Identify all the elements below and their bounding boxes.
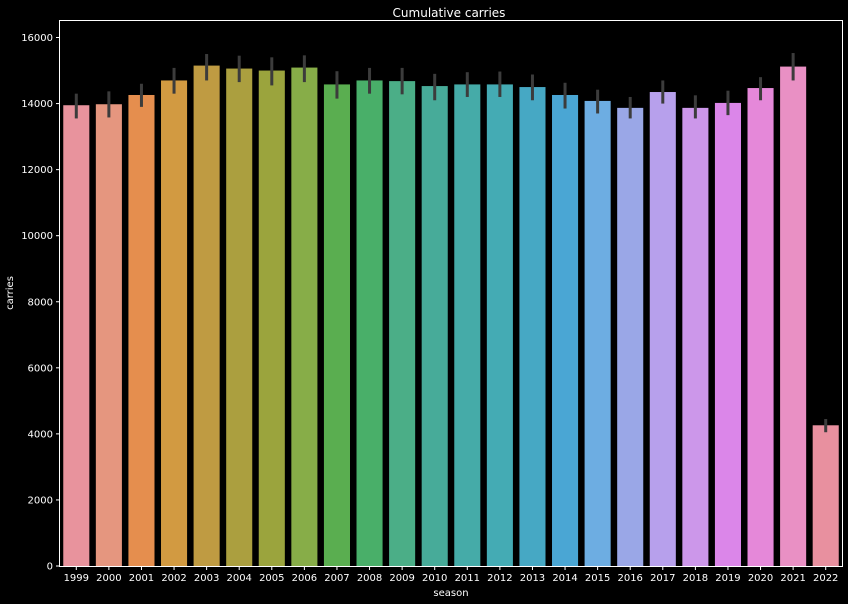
bar-2017 [649, 92, 676, 567]
x-tick-label: 2021 [780, 573, 805, 584]
x-tick-label: 2007 [324, 573, 349, 584]
bar-2021 [780, 66, 807, 566]
x-tick-label: 2019 [715, 573, 740, 584]
x-tick-label: 2022 [813, 573, 838, 584]
bar-1999 [63, 105, 90, 566]
bar-2012 [486, 84, 513, 567]
bar-2013 [519, 87, 546, 566]
y-tick-label: 0 [47, 562, 53, 573]
y-axis-label: carries [5, 276, 16, 310]
bars-group [63, 65, 839, 567]
bar-2014 [552, 94, 579, 567]
bar-2000 [95, 104, 122, 567]
x-tick-label: 2015 [585, 573, 610, 584]
bar-2018 [682, 107, 709, 567]
x-tick-label: 2001 [129, 573, 154, 584]
x-tick-label: 2017 [650, 573, 675, 584]
y-tick-label: 6000 [28, 363, 53, 374]
bar-2022 [812, 425, 839, 566]
y-tick-label: 2000 [28, 495, 53, 506]
bar-2009 [389, 81, 416, 567]
y-tick-label: 10000 [21, 231, 53, 242]
bar-2006 [291, 67, 318, 566]
bar-2010 [421, 86, 448, 566]
x-tick-label: 2013 [520, 573, 545, 584]
y-tick-label: 12000 [21, 165, 53, 176]
x-axis-label: season [433, 588, 468, 599]
x-tick-label: 2002 [161, 573, 186, 584]
bar-2015 [584, 100, 611, 567]
bar-2001 [128, 94, 155, 567]
chart-title: Cumulative carries [393, 6, 506, 20]
bar-2011 [454, 84, 481, 567]
bar-2002 [161, 80, 188, 566]
x-tick-label: 2020 [748, 573, 773, 584]
x-tick-label: 2012 [487, 573, 512, 584]
y-tick-label: 16000 [21, 33, 53, 44]
x-tick-label: 2010 [422, 573, 447, 584]
y-tick-label: 14000 [21, 99, 53, 110]
x-tick-label: 2006 [292, 573, 317, 584]
x-tick-label: 2008 [357, 573, 382, 584]
x-tick-label: 2018 [683, 573, 708, 584]
x-tick-label: 2014 [552, 573, 577, 584]
y-tick-label: 4000 [28, 429, 53, 440]
bar-2004 [226, 68, 253, 566]
x-tick-label: 2009 [389, 573, 414, 584]
x-tick-label: 2003 [194, 573, 219, 584]
x-tick-label: 2016 [617, 573, 642, 584]
y-tick-label: 8000 [28, 297, 53, 308]
bar-2016 [617, 107, 644, 567]
bar-2008 [356, 80, 383, 566]
plot-frame [59, 20, 843, 567]
x-tick-label: 2005 [259, 573, 284, 584]
y-axis: 0 2000 4000 6000 8000 10000 12000 14000 16000 [21, 33, 60, 573]
x-tick-label: 2004 [226, 573, 251, 584]
x-tick-label: 2011 [455, 573, 480, 584]
bar-2005 [258, 70, 285, 567]
error-bars-group [74, 53, 828, 433]
bar-2019 [714, 102, 741, 567]
bar-2007 [323, 84, 350, 567]
x-tick-label: 2000 [96, 573, 121, 584]
bar-2020 [747, 88, 774, 567]
bar-2003 [193, 65, 220, 566]
x-tick-label: 1999 [64, 573, 89, 584]
